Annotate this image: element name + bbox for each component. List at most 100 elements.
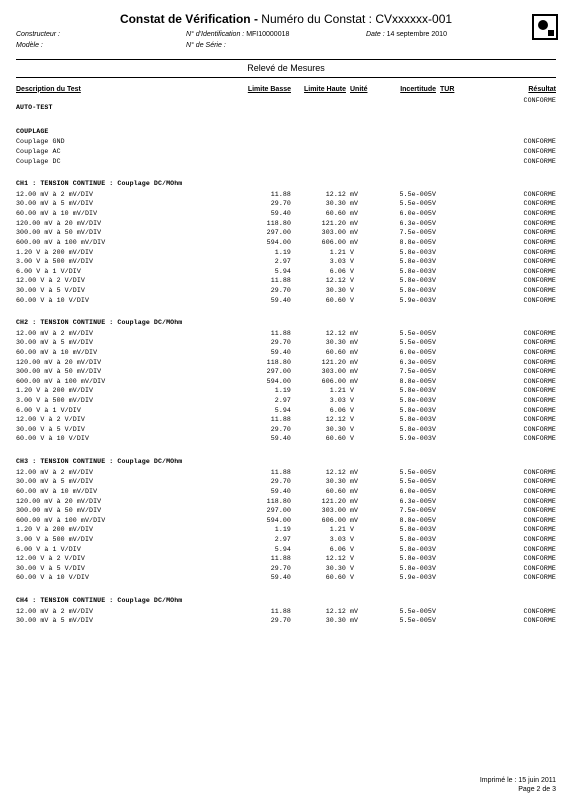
cell-limite-basse: 11.88 xyxy=(236,469,291,477)
cell-limite-basse: 29.70 xyxy=(236,478,291,486)
cell-limite-haute: 12.12 xyxy=(291,555,346,563)
cell-limite-basse: 118.80 xyxy=(236,498,291,506)
cell-incertitude: 5.8e-003V xyxy=(378,287,436,295)
cell-incertitude: 5.8e-003V xyxy=(378,397,436,405)
cell-incertitude: 5.5e-005V xyxy=(378,339,436,347)
cell-tur xyxy=(436,378,470,386)
cell-limite-haute: 12.12 xyxy=(291,191,346,199)
cell-limite-basse: 11.88 xyxy=(236,277,291,285)
cell-unite xyxy=(346,148,378,156)
cell-unite: mV xyxy=(346,339,378,347)
cell-tur xyxy=(436,191,470,199)
table-row: 3.00 V à 500 mV/DIV2.973.03V5.8e-003VCON… xyxy=(16,535,556,545)
col-limite-haute: Limite Haute xyxy=(291,86,346,95)
cell-limite-basse: 29.70 xyxy=(236,565,291,573)
cell-resultat: CONFORME xyxy=(470,277,556,285)
cell-incertitude: 5.9e-003V xyxy=(378,435,436,443)
cell-unite xyxy=(346,138,378,146)
table-row: 12.00 mV à 2 mV/DIV11.8812.12mV5.5e-005V… xyxy=(16,607,556,617)
cell-tur xyxy=(436,498,470,506)
cell-resultat: CONFORME xyxy=(470,148,556,156)
cell-incertitude xyxy=(378,138,436,146)
cell-tur xyxy=(436,148,470,156)
section-label: COUPLAGE xyxy=(16,121,236,137)
cell-resultat: CONFORME xyxy=(470,287,556,295)
cell-limite-basse: 29.70 xyxy=(236,426,291,434)
cell-tur xyxy=(436,536,470,544)
cell-resultat: CONFORME xyxy=(470,378,556,386)
cell-limite-basse xyxy=(236,158,291,166)
table-row: 6.00 V à 1 V/DIV5.946.06V5.8e-003VCONFOR… xyxy=(16,267,556,277)
cell-limite-haute: 30.30 xyxy=(291,478,346,486)
cell-limite-basse: 594.00 xyxy=(236,517,291,525)
cell-tur xyxy=(436,526,470,534)
table-row: 300.00 mV à 50 mV/DIV297.00303.00mV7.5e-… xyxy=(16,229,556,239)
cell-description: 120.00 mV à 20 mV/DIV xyxy=(16,498,236,506)
company-logo-icon xyxy=(532,14,558,40)
cell-incertitude: 5.9e-003V xyxy=(378,297,436,305)
cell-limite-basse: 297.00 xyxy=(236,507,291,515)
cell-limite-haute: 606.00 xyxy=(291,517,346,525)
cell-incertitude: 5.8e-003V xyxy=(378,565,436,573)
cell-limite-basse: 297.00 xyxy=(236,368,291,376)
ident-value: MFI10000018 xyxy=(246,31,289,38)
cell-tur xyxy=(436,339,470,347)
cell-limite-basse: 2.97 xyxy=(236,397,291,405)
cell-unite: V xyxy=(346,536,378,544)
table-row: 30.00 V à 5 V/DIV29.7030.30V5.8e-003VCON… xyxy=(16,425,556,435)
cell-incertitude: 5.8e-003V xyxy=(378,277,436,285)
table-row: Couplage DCCONFORME xyxy=(16,157,556,167)
cell-limite-haute: 30.30 xyxy=(291,617,346,625)
cell-resultat: CONFORME xyxy=(470,416,556,424)
cell-description: 6.00 V à 1 V/DIV xyxy=(16,546,236,554)
cell-tur xyxy=(436,435,470,443)
cell-tur xyxy=(436,138,470,146)
cell-unite: mV xyxy=(346,229,378,237)
cell-incertitude: 8.8e-005V xyxy=(378,239,436,247)
cell-limite-basse: 5.94 xyxy=(236,268,291,276)
cell-description: 60.00 mV à 10 mV/DIV xyxy=(16,488,236,496)
cell-limite-basse: 11.88 xyxy=(236,330,291,338)
cell-limite-haute: 6.06 xyxy=(291,407,346,415)
cell-tur xyxy=(436,397,470,405)
cell-incertitude: 5.5e-005V xyxy=(378,608,436,616)
table-row: 6.00 V à 1 V/DIV5.946.06V5.8e-003VCONFOR… xyxy=(16,406,556,416)
col-incertitude: Incertitude xyxy=(378,86,436,95)
constructeur-label: Constructeur : xyxy=(16,31,60,38)
cell-limite-haute: 3.03 xyxy=(291,258,346,266)
cell-limite-haute: 12.12 xyxy=(291,608,346,616)
cell-description: 30.00 mV à 5 mV/DIV xyxy=(16,617,236,625)
cell-tur xyxy=(436,277,470,285)
cell-description: 30.00 mV à 5 mV/DIV xyxy=(16,339,236,347)
date-value: 14 septembre 2010 xyxy=(387,31,447,38)
ident-label: N° d'Identification : xyxy=(186,31,244,38)
cell-unite: mV xyxy=(346,330,378,338)
cell-incertitude: 8.8e-005V xyxy=(378,378,436,386)
cell-limite-basse: 594.00 xyxy=(236,378,291,386)
cell-description: 60.00 mV à 10 mV/DIV xyxy=(16,210,236,218)
cell-incertitude: 6.3e-005V xyxy=(378,359,436,367)
cell-incertitude: 6.3e-005V xyxy=(378,220,436,228)
cell-description: Couplage AC xyxy=(16,148,236,156)
cell-limite-basse: 11.88 xyxy=(236,555,291,563)
cell-tur xyxy=(436,488,470,496)
cell-incertitude: 8.8e-005V xyxy=(378,517,436,525)
cell-description: 60.00 mV à 10 mV/DIV xyxy=(16,349,236,357)
cell-resultat: CONFORME xyxy=(470,426,556,434)
section-label: CH3 : TENSION CONTINUE : Couplage DC/MOh… xyxy=(16,451,236,467)
cell-incertitude: 6.0e-005V xyxy=(378,210,436,218)
table-row: 30.00 mV à 5 mV/DIV29.7030.30mV5.5e-005V… xyxy=(16,339,556,349)
table-row: Couplage GNDCONFORME xyxy=(16,138,556,148)
table-row: 1.20 V à 200 mV/DIV1.191.21V5.8e-003VCON… xyxy=(16,526,556,536)
cell-resultat: CONFORME xyxy=(470,617,556,625)
cell-limite-basse: 1.19 xyxy=(236,526,291,534)
cell-limite-basse: 2.97 xyxy=(236,258,291,266)
doc-title: Constat de Vérification - Numéro du Cons… xyxy=(16,12,556,27)
cell-tur xyxy=(436,517,470,525)
cell-unite: mV xyxy=(346,488,378,496)
section-header: CH3 : TENSION CONTINUE : Couplage DC/MOh… xyxy=(16,450,556,468)
cell-tur xyxy=(436,555,470,563)
cell-description: 600.00 mV à 100 mV/DIV xyxy=(16,239,236,247)
cell-tur xyxy=(436,239,470,247)
cell-incertitude: 5.5e-005V xyxy=(378,200,436,208)
